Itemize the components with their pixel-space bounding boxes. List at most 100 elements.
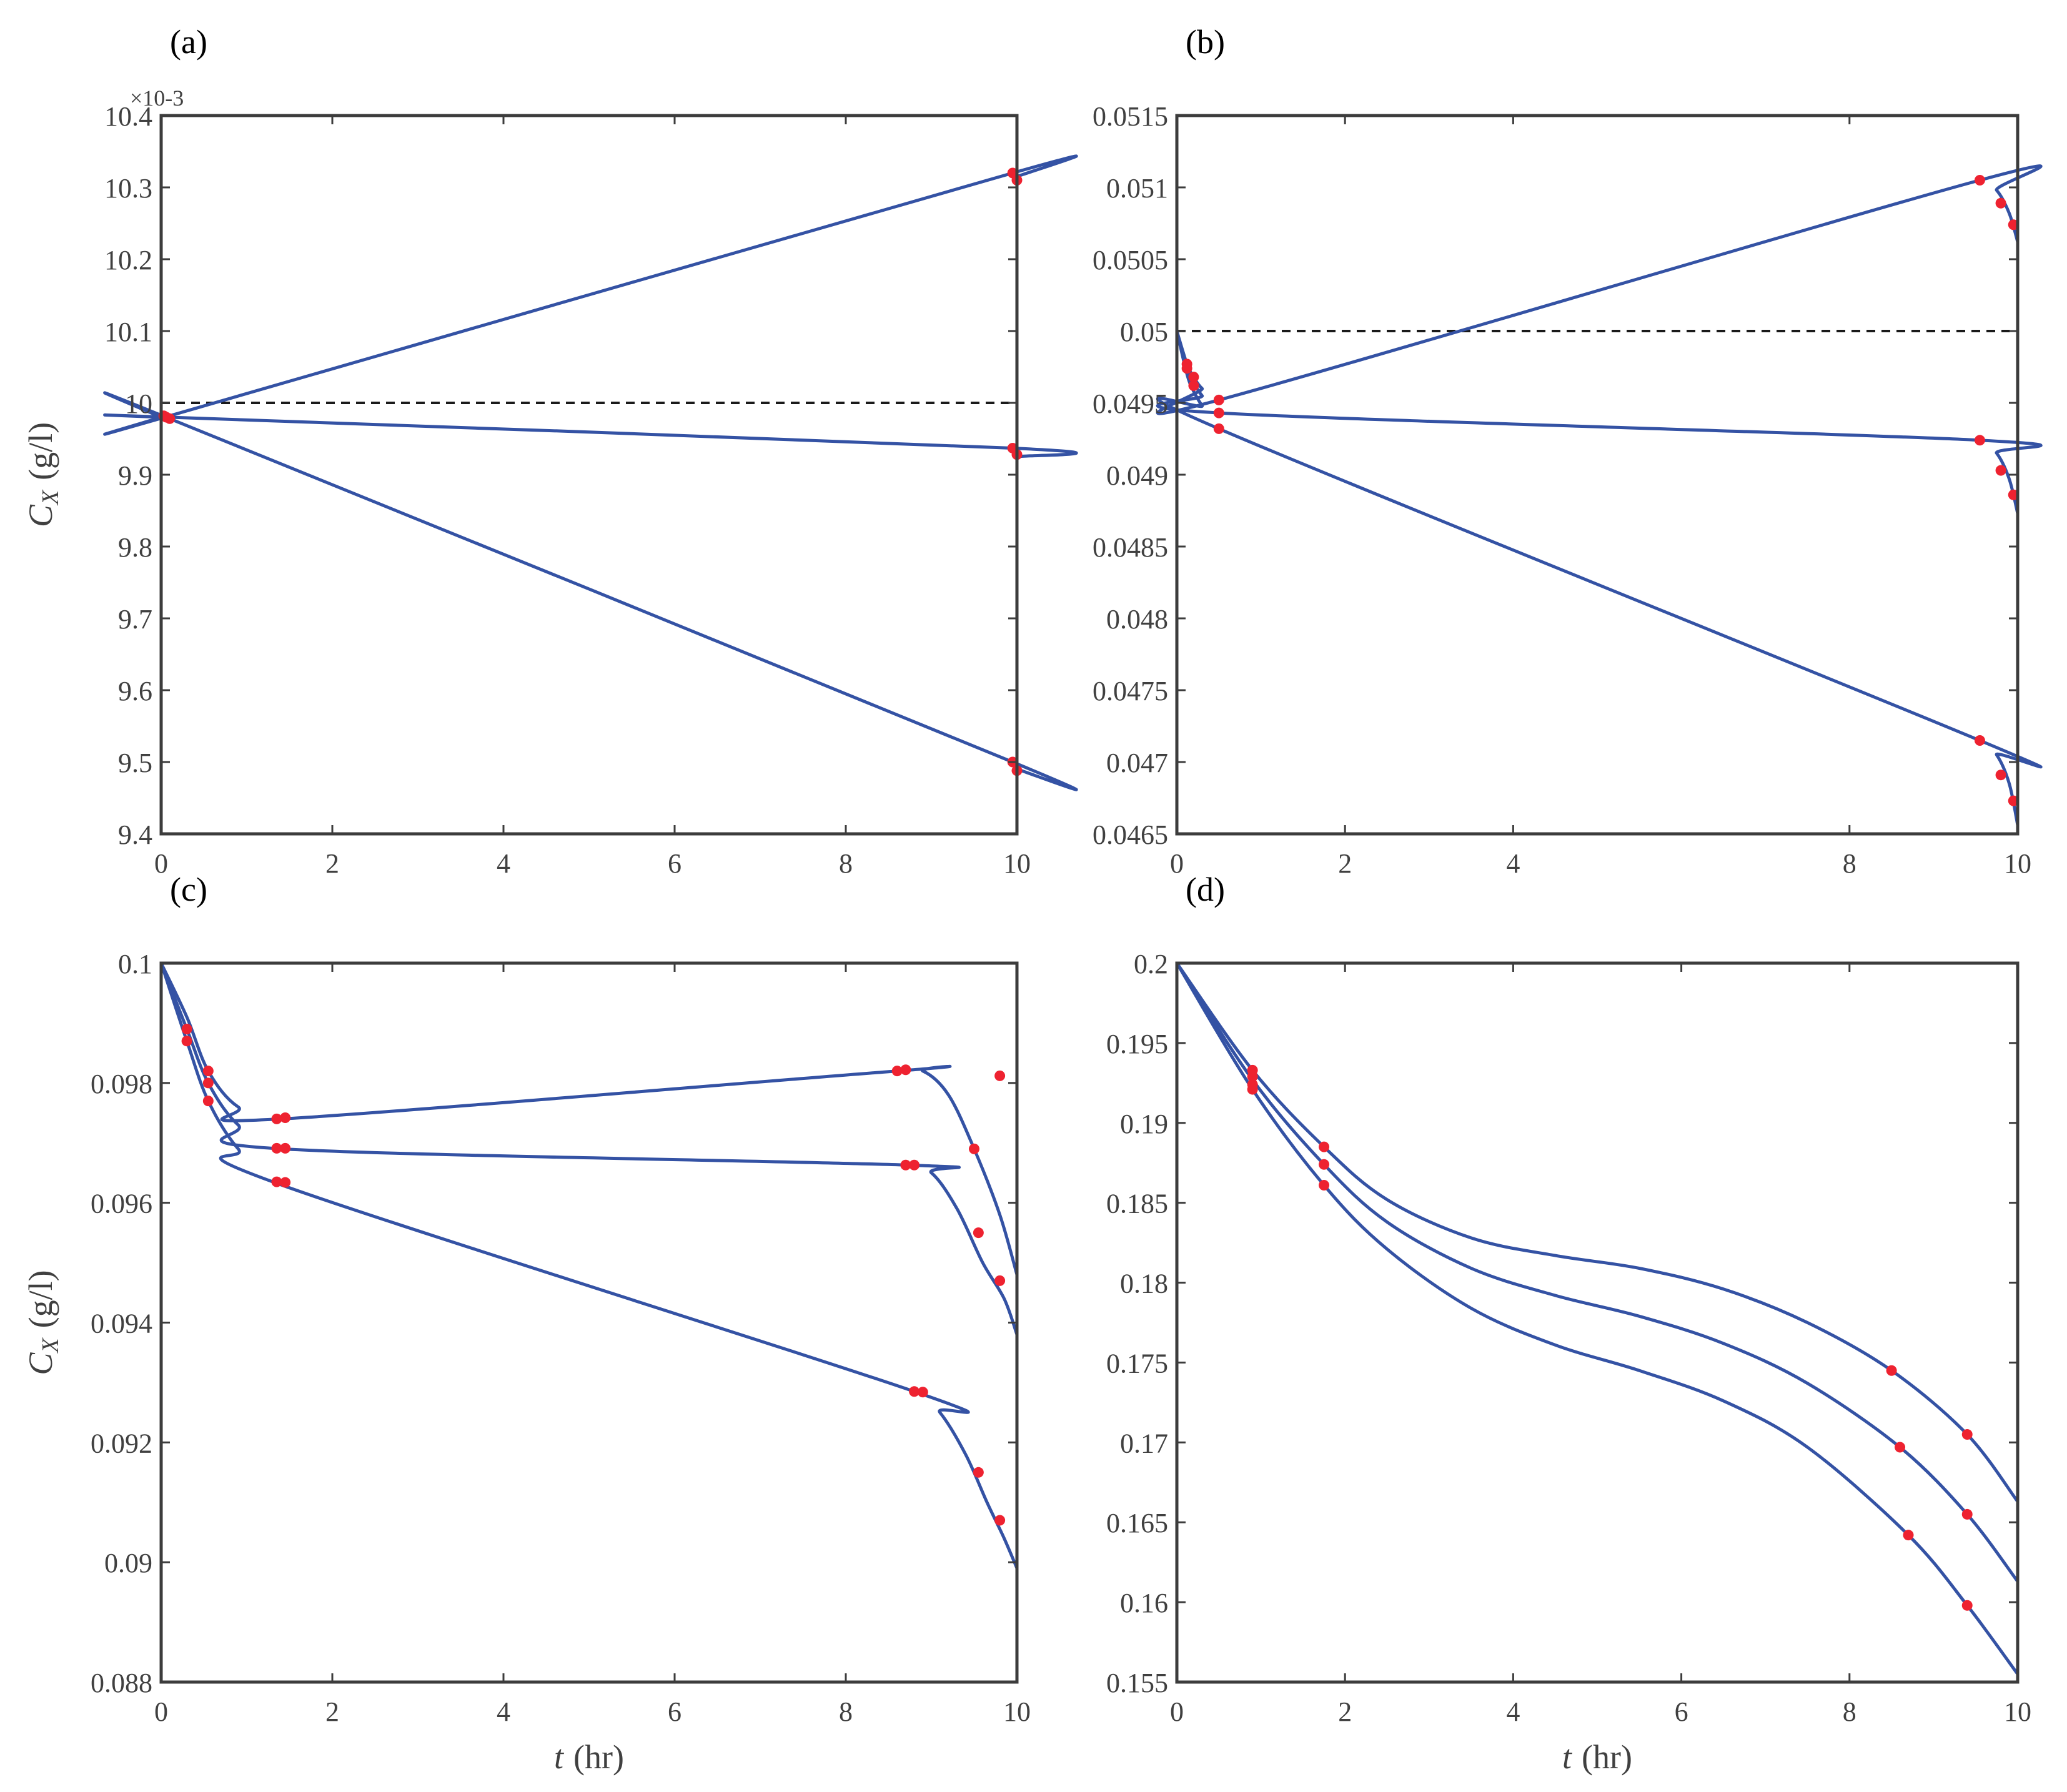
data-marker xyxy=(1995,770,2006,781)
y-tick-label: 0.0495 xyxy=(1093,389,1168,419)
y-tick-label: 0.096 xyxy=(91,1189,152,1219)
data-marker xyxy=(969,1143,979,1154)
x-tick-label: 2 xyxy=(1338,1696,1352,1727)
y-tick-label: 0.098 xyxy=(91,1069,152,1099)
x-tick-label: 8 xyxy=(1843,1696,1856,1727)
y-tick-label: 0.16 xyxy=(1120,1588,1168,1618)
data-marker xyxy=(994,1515,1006,1526)
y-tick-label: 0.0485 xyxy=(1093,532,1168,563)
data-marker xyxy=(994,1275,1006,1286)
x-tick-label: 0 xyxy=(154,1696,168,1727)
y-tick-label: 10.1 xyxy=(104,317,152,347)
y-label-var: C xyxy=(22,1352,59,1375)
y-label-sub: X xyxy=(37,1337,64,1354)
data-marker xyxy=(900,1159,911,1171)
y-label-var: C xyxy=(22,504,59,527)
data-marker xyxy=(1974,735,1985,746)
y-tick-label: 0.051 xyxy=(1106,173,1168,204)
y-tick-label: 0.05 xyxy=(1120,317,1168,347)
series-line-upper xyxy=(1175,962,2019,1503)
series-line-middle xyxy=(103,413,1078,458)
x-tick-label: 2 xyxy=(1338,848,1352,879)
x-tick-label: 10 xyxy=(1003,848,1031,879)
x-tick-label: 0 xyxy=(1170,848,1184,879)
y-tick-label: 0.092 xyxy=(91,1428,152,1458)
x-tick-label: 0 xyxy=(1170,1696,1184,1727)
data-marker xyxy=(271,1113,282,1124)
data-marker xyxy=(891,1066,903,1077)
y-tick-label: 0.09 xyxy=(104,1548,152,1578)
panel-label: (d) xyxy=(1186,871,1225,908)
data-marker xyxy=(271,1142,282,1154)
plot-area xyxy=(1177,116,2018,834)
y-tick-label: 0.17 xyxy=(1120,1428,1168,1458)
data-marker xyxy=(280,1112,291,1123)
plot-area xyxy=(161,116,1017,834)
y-tick-label: 0.18 xyxy=(1120,1269,1168,1299)
series-line-lower xyxy=(1156,330,2043,826)
data-marker xyxy=(973,1227,984,1239)
data-marker xyxy=(1319,1141,1330,1152)
panel-label: (a) xyxy=(170,23,207,61)
y-tick-label: 0.0465 xyxy=(1093,819,1168,850)
x-tick-label: 4 xyxy=(1506,848,1520,879)
data-marker xyxy=(1319,1159,1330,1170)
y-tick-label: 0.049 xyxy=(1106,460,1168,491)
y-tick-label: 0.1 xyxy=(118,949,152,979)
y-label-unit: (g/l) xyxy=(22,422,59,480)
data-marker xyxy=(909,1159,920,1171)
y-tick-label: 0.19 xyxy=(1120,1109,1168,1139)
data-marker xyxy=(1319,1180,1330,1191)
x-tick-label: 4 xyxy=(497,1696,510,1727)
data-marker xyxy=(1961,1508,1973,1520)
y-tick-label: 0.047 xyxy=(1106,748,1168,778)
y-tick-label: 10 xyxy=(125,389,152,419)
y-tick-label: 0.2 xyxy=(1134,949,1168,979)
data-marker xyxy=(909,1386,920,1397)
data-marker xyxy=(1974,175,1985,186)
x-label-var: t xyxy=(554,1738,565,1776)
y-label-unit: (g/l) xyxy=(22,1270,59,1328)
data-marker xyxy=(973,1467,984,1478)
x-tick-label: 0 xyxy=(154,848,168,879)
panel-c: (c) 0 2 4 6 8 10 0.088 0.09 0.092 0.094 0.096 0.098 0… xyxy=(22,871,1031,1776)
data-marker xyxy=(1213,394,1224,405)
data-marker xyxy=(1181,363,1192,374)
data-marker xyxy=(181,1024,192,1035)
y-tick-label: 0.185 xyxy=(1106,1189,1168,1219)
plot-area xyxy=(161,963,1017,1682)
y-tick-label: 0.175 xyxy=(1106,1348,1168,1379)
data-marker xyxy=(1886,1365,1897,1376)
y-tick-label: 9.5 xyxy=(118,748,152,778)
x-axis-label: t (hr) xyxy=(1562,1738,1632,1776)
x-tick-label: 6 xyxy=(668,1696,682,1727)
y-tick-label: 10.2 xyxy=(104,245,152,275)
x-label-var: t xyxy=(1562,1738,1573,1776)
y-tick-label: 9.8 xyxy=(118,532,152,563)
x-tick-label: 2 xyxy=(325,1696,339,1727)
data-marker xyxy=(181,1036,192,1047)
y-tick-label: 9.7 xyxy=(118,604,152,635)
data-marker xyxy=(1995,465,2006,476)
y-axis-label: CX (g/l) xyxy=(22,1270,64,1375)
y-tick-label: 0.0505 xyxy=(1093,245,1168,275)
data-marker xyxy=(202,1077,214,1089)
x-tick-label: 8 xyxy=(1843,848,1856,879)
data-marker xyxy=(280,1142,291,1154)
data-marker xyxy=(1188,380,1199,391)
panel-a: (a) 0 2 4 6 8 10 9.4 9.5 9.6 9.7 9.8 9.9 10 10.1 10.2 10… xyxy=(22,23,1078,879)
y-tick-label: 0.165 xyxy=(1106,1508,1168,1538)
y-tick-label: 10.3 xyxy=(104,173,152,204)
x-tick-label: 4 xyxy=(497,848,510,879)
plot-area xyxy=(1177,963,2018,1682)
data-marker xyxy=(1961,1600,1973,1611)
x-tick-label: 4 xyxy=(1506,1696,1520,1727)
series-line-lower xyxy=(103,391,1078,791)
data-marker xyxy=(1995,197,2006,209)
y-label-sub: X xyxy=(37,489,64,506)
data-marker xyxy=(1895,1442,1906,1453)
data-marker xyxy=(202,1066,214,1077)
data-marker xyxy=(1247,1071,1258,1082)
x-tick-label: 2 xyxy=(325,848,339,879)
